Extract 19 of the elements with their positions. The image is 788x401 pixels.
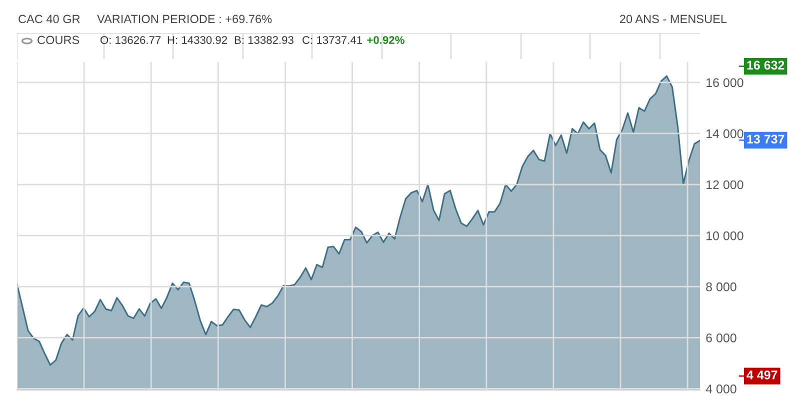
text: H: 14330.92: [168, 36, 227, 44]
y-tick-label: 4 000: [706, 384, 736, 394]
chart-title: CAC 40 GR: [18, 14, 80, 24]
y-tick-label: 6 000: [706, 333, 736, 342]
text: COURS: [38, 36, 80, 44]
ref-line-label: 16 632: [747, 60, 784, 70]
text: C: 13737.41: [302, 36, 362, 44]
text: O: 13626.77: [100, 36, 161, 44]
ref-line-label: 13 737: [747, 134, 784, 144]
y-tick-label: 14 000: [706, 129, 744, 138]
text: +0.92%: [367, 36, 404, 44]
y-tick-label: 12 000: [706, 180, 744, 190]
chart-subtitle: VARIATION PERIODE : +69.76%: [97, 14, 272, 24]
y-tick-label: 10 000: [706, 231, 744, 240]
y-tick-label: 8 000: [706, 282, 736, 292]
y-tick-label: 16 000: [706, 78, 744, 88]
ref-line-label: 4 497: [746, 370, 778, 380]
text: B: 13382.93: [234, 36, 294, 44]
text: 20 ANS - MENSUEL: [620, 14, 727, 24]
